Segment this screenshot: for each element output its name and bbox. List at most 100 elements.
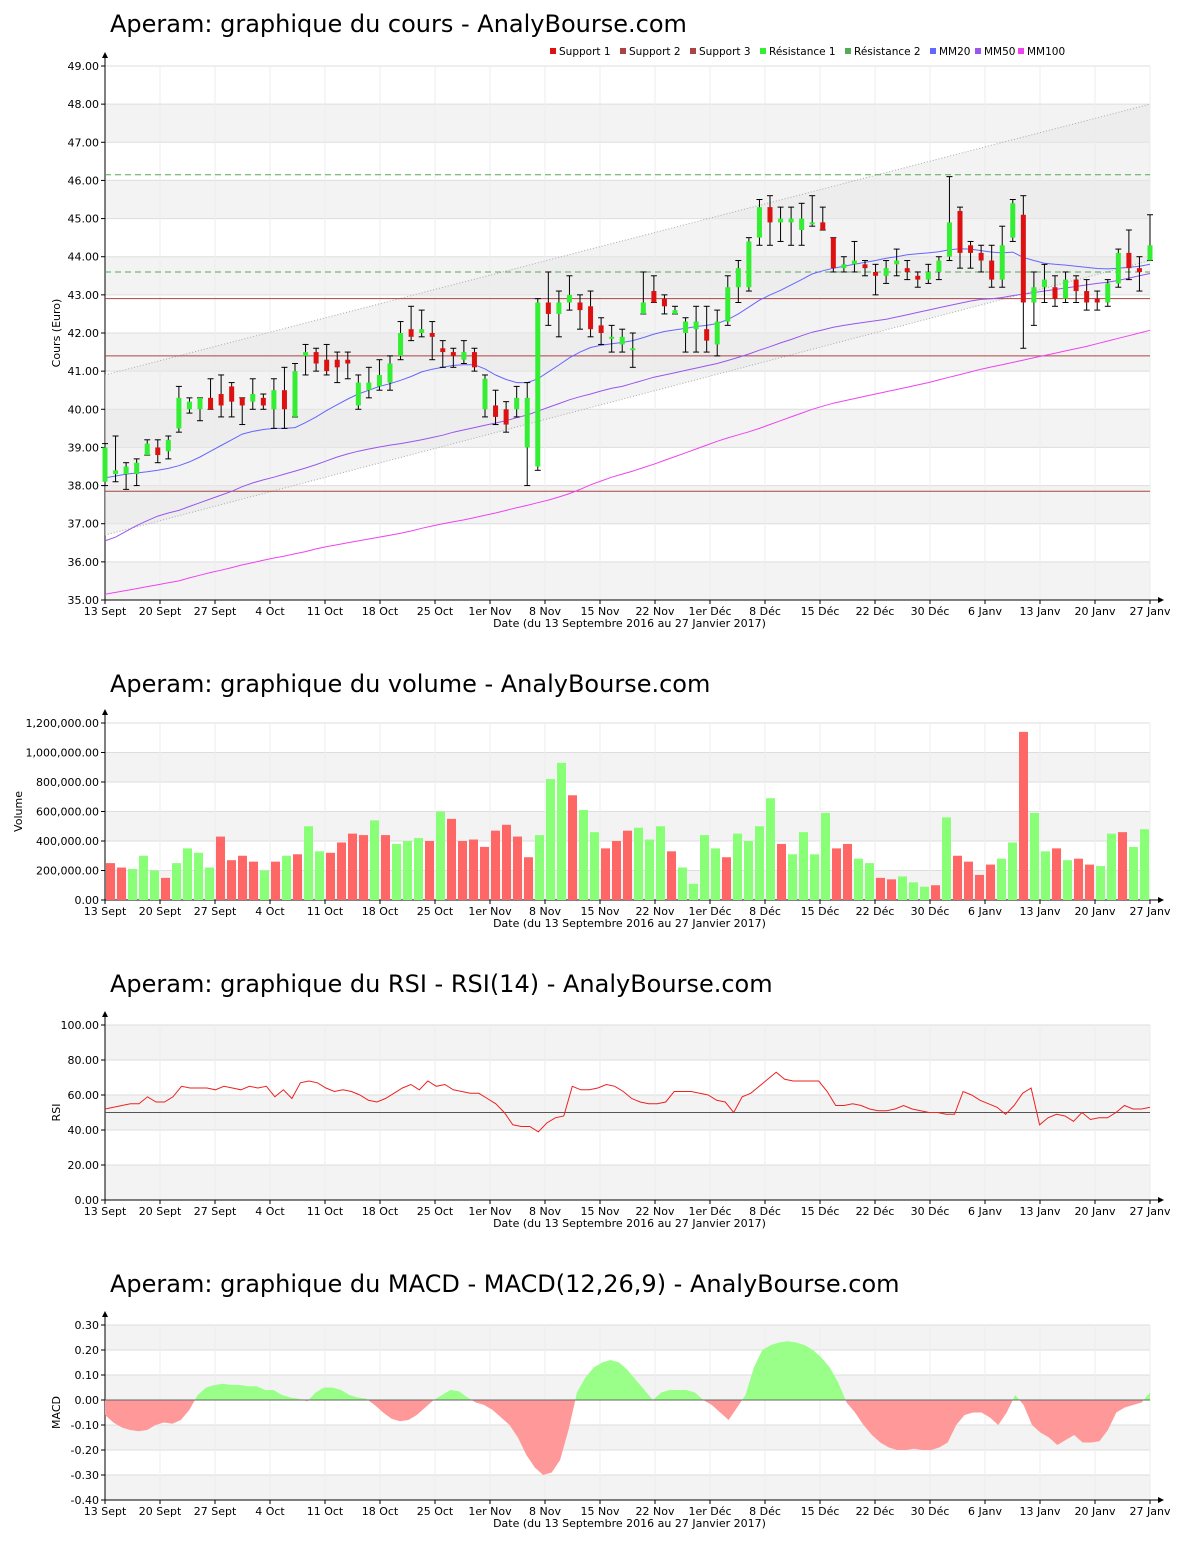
candle-body bbox=[799, 218, 805, 231]
candle bbox=[133, 458, 140, 487]
y-tick-label: 36.00 bbox=[68, 556, 100, 569]
macd-area-positive bbox=[742, 1341, 846, 1400]
x-tick-label: 13 Janv bbox=[1020, 905, 1061, 918]
candle-body bbox=[683, 321, 689, 333]
volume-bar bbox=[205, 867, 214, 900]
candle-body bbox=[493, 405, 499, 417]
volume-bar bbox=[227, 860, 236, 900]
candle-body bbox=[1094, 298, 1100, 303]
legend-swatch bbox=[1018, 48, 1024, 54]
y-axis-label: RSI bbox=[50, 1104, 63, 1122]
y-tick-label: 46.00 bbox=[68, 174, 100, 187]
legend-label: MM20 bbox=[939, 46, 970, 58]
x-tick-label: 15 Nov bbox=[581, 905, 620, 918]
y-tick-label: 1,000,000.00 bbox=[26, 747, 99, 760]
x-tick-label: 22 Déc bbox=[856, 1205, 895, 1218]
x-tick-label: 25 Oct bbox=[417, 1205, 454, 1218]
y-tick-label: 0.30 bbox=[75, 1319, 100, 1332]
candle bbox=[577, 294, 583, 330]
candle-body bbox=[419, 329, 425, 333]
x-tick-label: 13 Sept bbox=[84, 1505, 127, 1518]
x-tick-label: 30 Déc bbox=[911, 905, 950, 918]
candle bbox=[545, 271, 552, 326]
price-chart: 35.00 36.00 37.00 38.00 39.00 40.00 41.00 42.00… bbox=[50, 46, 1171, 630]
candle-body bbox=[577, 302, 583, 311]
volume-bar bbox=[931, 885, 940, 900]
volume-bar bbox=[502, 824, 511, 900]
x-tick-label: 8 Nov bbox=[529, 905, 561, 918]
volume-bar bbox=[700, 835, 709, 900]
volume-bar bbox=[315, 851, 324, 900]
volume-bar bbox=[887, 879, 896, 900]
volume-bar bbox=[579, 810, 588, 900]
candle bbox=[840, 256, 847, 273]
channel-lower-line bbox=[104, 260, 1151, 536]
candle-body bbox=[1115, 252, 1121, 284]
candle bbox=[893, 248, 900, 277]
candle bbox=[239, 397, 246, 426]
volume-bar bbox=[117, 867, 126, 900]
candle bbox=[270, 378, 277, 429]
candle-body bbox=[545, 302, 551, 314]
grid-band bbox=[105, 752, 1150, 782]
x-tick-label: 15 Déc bbox=[801, 1505, 840, 1518]
volume-bar bbox=[546, 779, 555, 900]
candle-body bbox=[165, 439, 171, 452]
volume-bar bbox=[436, 811, 445, 900]
y-tick-label: 20.00 bbox=[68, 1159, 100, 1172]
rsi-chart: 0.00 20.00 40.00 60.00 80.00 100.00 13 Sept 20 … bbox=[50, 1011, 1171, 1230]
volume-bar bbox=[1052, 848, 1061, 900]
legend-swatch bbox=[550, 48, 556, 54]
candle bbox=[482, 374, 488, 418]
candle-body bbox=[978, 252, 984, 261]
volume-bar bbox=[920, 886, 929, 900]
candle bbox=[1073, 275, 1080, 303]
candle-body bbox=[704, 329, 710, 341]
x-axis-label: Date (du 13 Septembre 2016 au 27 Janvier… bbox=[493, 1217, 766, 1230]
x-tick-label: 30 Déc bbox=[911, 605, 950, 618]
volume-bar bbox=[1140, 829, 1149, 900]
candle-body bbox=[176, 397, 182, 429]
candle bbox=[1052, 275, 1058, 307]
candle-body bbox=[1105, 283, 1111, 303]
legend-swatch bbox=[620, 48, 626, 54]
candle-body bbox=[197, 397, 203, 410]
volume-bar bbox=[1074, 858, 1083, 900]
y-tick-label: 40.00 bbox=[68, 1124, 100, 1137]
volume-bar bbox=[711, 848, 720, 900]
candle bbox=[186, 397, 193, 414]
candle-body bbox=[208, 397, 214, 410]
candle-body bbox=[408, 329, 414, 337]
volume-bar bbox=[1129, 846, 1138, 900]
candle-body bbox=[640, 302, 646, 314]
candle bbox=[788, 206, 795, 246]
candle-body bbox=[915, 275, 921, 280]
candle-body bbox=[461, 352, 467, 360]
candle-body bbox=[1041, 279, 1047, 288]
candle-body bbox=[155, 447, 161, 456]
candle-body bbox=[387, 363, 393, 383]
candle-body bbox=[1052, 287, 1058, 299]
x-tick-label: 13 Janv bbox=[1020, 605, 1061, 618]
macd-area-positive bbox=[194, 1383, 303, 1400]
candle-body bbox=[778, 218, 784, 223]
x-tick-label: 22 Nov bbox=[636, 1205, 675, 1218]
volume-bar bbox=[964, 861, 973, 900]
volume-bar bbox=[128, 869, 137, 900]
candle bbox=[745, 237, 752, 292]
candle bbox=[988, 244, 995, 288]
candle bbox=[724, 275, 731, 326]
candle-body bbox=[250, 394, 256, 402]
price-panel: Aperam: graphique du cours - AnalyBourse… bbox=[0, 0, 1200, 650]
grid-band bbox=[105, 1165, 1150, 1200]
candle bbox=[1115, 248, 1122, 288]
candle bbox=[587, 290, 594, 338]
legend-swatch bbox=[845, 48, 851, 54]
macd-panel: Aperam: graphique du MACD - MACD(12,26,9… bbox=[0, 1250, 1200, 1550]
x-tick-label: 20 Janv bbox=[1075, 605, 1116, 618]
candle bbox=[555, 290, 562, 338]
candle-body bbox=[303, 352, 309, 356]
candle bbox=[334, 351, 341, 384]
x-tick-label: 20 Sept bbox=[139, 905, 182, 918]
candle bbox=[1147, 214, 1153, 262]
